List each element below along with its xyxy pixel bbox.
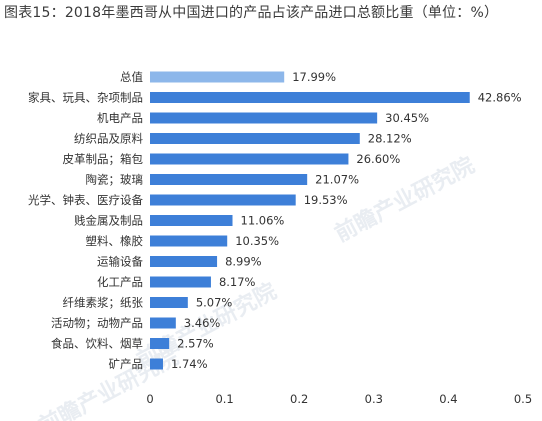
watermark-text: 前瞻产业研究院 xyxy=(331,152,479,247)
chart-title: 图表15：2018年墨西哥从中国进口的产品占该产品进口总额比重（单位：%） xyxy=(4,5,499,21)
bar xyxy=(150,338,170,349)
category-label: 运输设备 xyxy=(97,255,143,269)
x-tick-label: 0 xyxy=(146,392,153,406)
category-label: 矿产品 xyxy=(109,357,144,371)
x-tick-label: 0.5 xyxy=(514,392,532,406)
data-label: 8.99% xyxy=(225,255,262,269)
bar-row: 陶瓷；玻璃 21.07% xyxy=(86,173,360,187)
x-axis: 0 0.1 0.2 0.3 0.4 0.5 xyxy=(146,392,532,406)
bar xyxy=(150,194,296,206)
watermark-text: 前瞻产业研究院 xyxy=(35,344,183,421)
data-label: 17.99% xyxy=(292,70,336,84)
data-label: 11.06% xyxy=(241,214,285,228)
bar-row: 家具、玩具、杂项制品 42.86% xyxy=(28,91,522,105)
bar-row: 运输设备 8.99% xyxy=(97,255,262,269)
category-label: 总值 xyxy=(120,70,143,84)
bar-row: 贱金属及制品 11.06% xyxy=(74,214,284,228)
data-label: 5.07% xyxy=(196,296,233,310)
category-label: 光学、钟表、医疗设备 xyxy=(28,193,143,207)
x-tick-label: 0.4 xyxy=(439,392,457,406)
bar-row: 纺织品及原料 28.12% xyxy=(74,132,412,146)
category-label: 纤维素浆；纸张 xyxy=(63,296,144,310)
bar-row: 光学、钟表、医疗设备 19.53% xyxy=(28,193,348,207)
data-label: 21.07% xyxy=(315,173,359,187)
data-label: 28.12% xyxy=(368,132,412,146)
bar-row: 皮革制品；箱包 26.60% xyxy=(63,152,401,166)
data-label: 19.53% xyxy=(304,193,348,207)
data-label: 2.57% xyxy=(177,337,214,351)
bar xyxy=(150,153,349,165)
bar-row: 塑料、橡胶 10.35% xyxy=(86,234,280,248)
x-tick-label: 0.2 xyxy=(290,392,308,406)
category-label: 机电产品 xyxy=(97,111,143,125)
category-label: 家具、玩具、杂项制品 xyxy=(28,91,143,105)
category-label: 纺织品及原料 xyxy=(74,132,143,146)
bar-row: 化工产品 8.17% xyxy=(97,275,256,289)
category-label: 塑料、橡胶 xyxy=(86,234,144,248)
bar xyxy=(150,133,360,144)
bar xyxy=(150,276,211,288)
bar-row: 机电产品 30.45% xyxy=(97,111,429,125)
data-label: 26.60% xyxy=(356,152,400,166)
bars-group: 总值 17.99% 家具、玩具、杂项制品 42.86% 机电产品 30.45% 纺织品及原料… xyxy=(28,70,522,371)
x-tick-label: 0.3 xyxy=(365,392,383,406)
bar xyxy=(150,317,176,329)
category-label: 食品、饮料、烟草 xyxy=(51,337,143,351)
bar xyxy=(150,112,378,124)
category-label: 陶瓷；玻璃 xyxy=(86,173,144,187)
bar-row: 食品、饮料、烟草 2.57% xyxy=(51,337,214,351)
bar xyxy=(150,358,163,370)
bar xyxy=(150,297,188,308)
data-label: 42.86% xyxy=(478,91,522,105)
bar-row: 活动物；动物产品 3.46% xyxy=(51,316,220,330)
data-label: 10.35% xyxy=(235,234,279,248)
bar xyxy=(150,174,308,185)
bar xyxy=(150,92,470,103)
bar-row: 纤维素浆；纸张 5.07% xyxy=(63,296,233,310)
category-label: 活动物；动物产品 xyxy=(51,316,143,330)
x-tick-label: 0.1 xyxy=(215,392,233,406)
bar xyxy=(150,256,218,267)
bar xyxy=(150,235,228,247)
data-label: 1.74% xyxy=(171,357,208,371)
data-label: 3.46% xyxy=(184,316,221,330)
bar xyxy=(150,71,285,83)
bar-row: 矿产品 1.74% xyxy=(109,357,208,371)
data-label: 8.17% xyxy=(219,275,256,289)
data-label: 30.45% xyxy=(385,111,429,125)
bar-row: 总值 17.99% xyxy=(120,70,336,84)
category-label: 化工产品 xyxy=(97,275,143,289)
category-label: 贱金属及制品 xyxy=(74,214,143,228)
bar xyxy=(150,215,233,226)
category-label: 皮革制品；箱包 xyxy=(63,152,144,166)
